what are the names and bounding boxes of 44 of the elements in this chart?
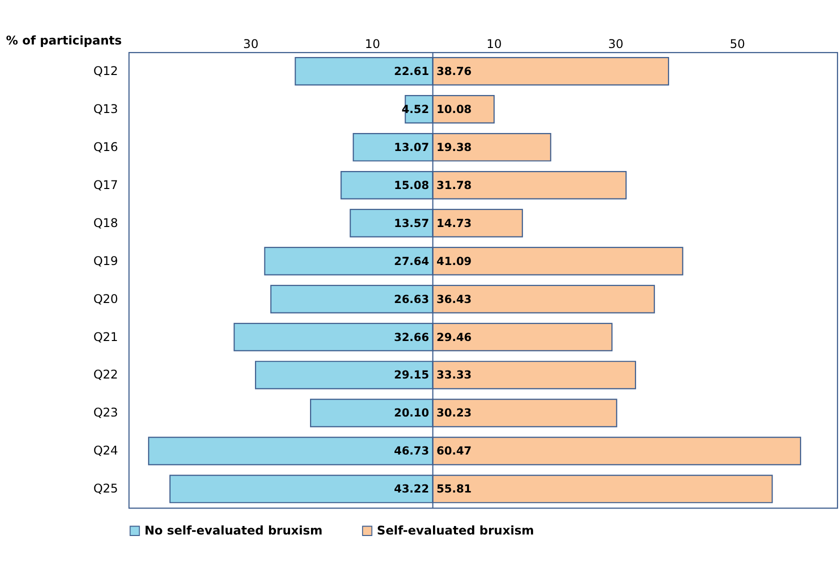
data-label: 46.73 — [394, 444, 430, 458]
x-tick-label: 30 — [608, 37, 624, 52]
data-label: 13.07 — [394, 140, 430, 154]
data-label: 55.81 — [436, 482, 472, 496]
y-tick-label: Q12 — [93, 64, 118, 78]
data-label: 22.61 — [394, 64, 430, 78]
data-label: 20.10 — [394, 406, 430, 420]
data-label: 27.64 — [394, 254, 430, 268]
y-tick-label: Q18 — [93, 216, 118, 230]
data-label: 26.63 — [394, 292, 430, 306]
data-label: 10.08 — [436, 102, 472, 116]
y-tick-label: Q23 — [93, 406, 118, 420]
data-label: 13.57 — [394, 216, 430, 230]
data-label: 60.47 — [436, 444, 472, 458]
x-tick-label: 10 — [486, 37, 502, 52]
y-tick-label: Q25 — [93, 482, 118, 496]
y-tick-label: Q16 — [93, 140, 118, 154]
data-label: 30.23 — [436, 406, 472, 420]
y-tick-label: Q20 — [93, 292, 118, 306]
legend-label: Self-evaluated bruxism — [376, 524, 534, 538]
x-tick-label: 10 — [364, 37, 380, 52]
data-label: 19.38 — [436, 140, 472, 154]
data-label: 43.22 — [394, 482, 430, 496]
legend-label: No self-evaluated bruxism — [144, 524, 323, 538]
data-label: 29.15 — [394, 368, 430, 382]
data-label: 41.09 — [436, 254, 472, 268]
y-tick-label: Q21 — [93, 330, 118, 344]
data-label: 32.66 — [394, 330, 430, 344]
data-label: 14.73 — [436, 216, 472, 230]
data-label: 29.46 — [436, 330, 472, 344]
y-tick-label: Q19 — [93, 254, 118, 268]
x-axis-title: % of participants — [6, 33, 122, 48]
data-label: 38.76 — [436, 64, 472, 78]
y-tick-label: Q24 — [93, 444, 118, 458]
y-tick-label: Q17 — [93, 178, 118, 192]
y-tick-label: Q22 — [93, 368, 118, 382]
y-tick-label: Q13 — [93, 102, 118, 116]
data-label: 33.33 — [436, 368, 472, 382]
data-label: 31.78 — [436, 178, 472, 192]
data-label: 15.08 — [394, 178, 430, 192]
data-label: 36.43 — [436, 292, 472, 306]
x-tick-label: 30 — [243, 37, 258, 52]
x-tick-label: 50 — [730, 37, 745, 52]
data-label: 4.52 — [402, 102, 430, 116]
